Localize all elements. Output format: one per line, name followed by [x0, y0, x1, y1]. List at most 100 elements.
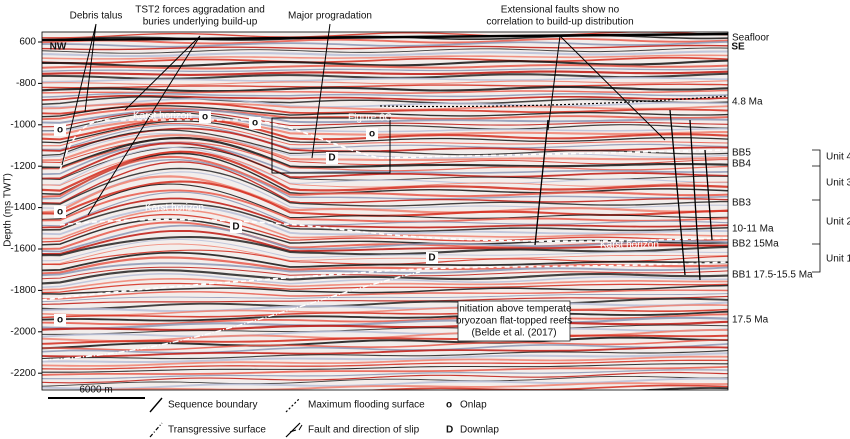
reflector [42, 44, 728, 51]
reflector [42, 266, 728, 280]
reflector [42, 80, 728, 86]
sequence-boundary [59, 218, 728, 242]
marker-bg [199, 111, 211, 123]
leader-lines [61, 23, 666, 216]
reflector [42, 89, 728, 94]
reflector [42, 197, 728, 229]
reflector [42, 327, 728, 338]
seismic-section [42, 32, 728, 390]
reflector [42, 205, 728, 236]
marker-bg [326, 152, 338, 164]
reflector [42, 338, 728, 351]
legend-symbols [149, 397, 303, 438]
marker: o [57, 315, 63, 326]
marker-bg [230, 221, 242, 233]
marker: o [369, 129, 375, 140]
reflector [42, 92, 728, 98]
reflector [42, 301, 728, 313]
unit-labels: Unit 4 Unit 3 Unit 2 Unit 1 [826, 152, 850, 265]
sequence-boundary [42, 261, 728, 301]
reflector [42, 256, 728, 275]
reflector [42, 289, 728, 300]
reflector [42, 363, 728, 373]
horizon-label: Seafloor [732, 33, 770, 44]
unit-label: Unit 2 [826, 217, 850, 228]
reflector [42, 67, 728, 73]
reflector [42, 59, 728, 68]
tick-label: -1200 [10, 161, 36, 172]
reflector [42, 76, 728, 83]
horizon-label: 10-11 Ma [732, 224, 774, 235]
annotation: Extensional faults show no [501, 5, 620, 16]
reflector [42, 150, 728, 192]
reflector [42, 243, 728, 265]
legend-label: Fault and direction of slip [308, 425, 420, 436]
tick-label: 600 [19, 37, 36, 48]
section-frame [41, 31, 729, 391]
reflector [42, 54, 728, 60]
legend-label: Downlap [460, 425, 499, 436]
reflector [42, 124, 728, 150]
reflector [42, 102, 728, 115]
annotation: buries underlying build-up [143, 17, 258, 28]
marker: o [57, 125, 63, 136]
seafloor-line [42, 32, 728, 42]
reflector [42, 310, 728, 322]
reflector [42, 50, 728, 58]
reflector [42, 359, 728, 370]
marker: o [252, 118, 258, 129]
legend-symbol: o [446, 400, 452, 411]
reflector [42, 171, 728, 210]
reflector [42, 97, 728, 108]
legend-label: Transgressive surface [168, 425, 266, 436]
horizon-label: BB4 [732, 159, 751, 170]
reflector [42, 352, 728, 364]
reflector [42, 111, 728, 132]
annotation: Karst horizon [145, 203, 204, 214]
reflector [42, 117, 728, 141]
horizon-label: BB2 15Ma [732, 239, 779, 250]
horizon-label: BB1 17.5-15.5 Ma [732, 270, 813, 281]
unit-bracket [812, 149, 821, 273]
annotation: Debris talus [70, 11, 123, 22]
reflector [42, 213, 728, 243]
reflector [42, 273, 728, 289]
annotation: Major progradation [288, 11, 372, 22]
annotation: Karst horizon [133, 111, 192, 122]
horizon-label: BB3 [732, 198, 751, 209]
reflector [42, 229, 728, 255]
marker: o [202, 112, 208, 123]
tick-label: -800 [16, 78, 36, 89]
tick-label: -2200 [10, 368, 36, 379]
reflector [42, 120, 728, 144]
reflector [42, 105, 728, 118]
reflector [42, 336, 728, 350]
reflector [42, 85, 728, 93]
reflector [42, 365, 728, 376]
legend: Sequence boundary Maximum flooding surfac… [168, 400, 499, 436]
reflector [42, 369, 728, 380]
annotation: Initiation above temperate [456, 304, 572, 315]
marker-bg [366, 128, 378, 140]
reflector [42, 313, 728, 326]
reflector [42, 116, 728, 133]
reflector [42, 155, 728, 198]
unit-label: Unit 3 [826, 178, 850, 189]
reflector [42, 238, 728, 262]
reflector [42, 47, 728, 54]
tick-label: -2000 [10, 326, 36, 337]
reflector [42, 142, 728, 180]
reflector [79, 382, 728, 390]
axis-title: Depth (ms TWT) [3, 173, 14, 247]
reflector [42, 40, 728, 48]
reflector [42, 37, 728, 45]
unit-label: Unit 4 [826, 152, 850, 163]
reflector [42, 108, 728, 124]
reflector [42, 251, 728, 272]
reflector [42, 293, 728, 303]
annotation: TST2 forces aggradation and [135, 5, 265, 16]
reflector [42, 146, 728, 186]
legend-label: Maximum flooding surface [308, 400, 425, 411]
tick-label: -1000 [10, 119, 36, 130]
